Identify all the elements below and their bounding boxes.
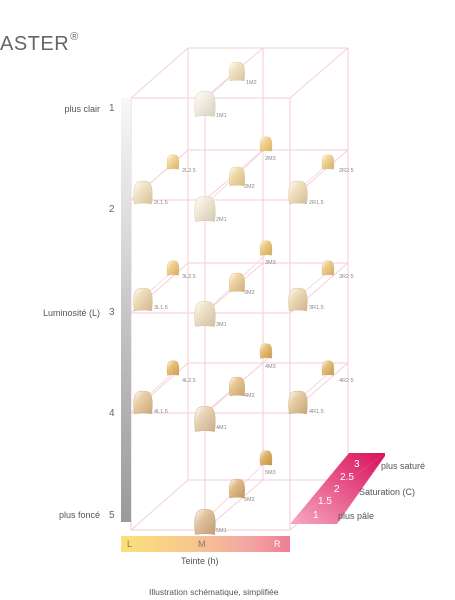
hue-scale-bar [121,536,290,552]
shade-code-label: 4L2.5 [182,378,196,384]
shade-code-label: 4M1 [216,425,227,431]
saturation-level-2-5: 2.5 [340,472,354,483]
tooth-shade-2l2-5 [166,154,180,170]
tooth-shade-5m1 [194,509,216,535]
shade-code-label: 2R1.5 [309,200,324,206]
saturation-level-3: 3 [354,459,360,470]
shade-code-label: 3M2 [244,290,255,296]
luminosity-bottom-label: plus foncé [58,510,100,520]
saturation-level-1-5: 1.5 [318,496,332,507]
tooth-shade-1m1 [194,91,216,117]
shade-code-label: 2L2.5 [182,168,196,174]
shade-code-label: 5M3 [265,470,276,476]
shade-code-label: 2M2 [244,184,255,190]
luminosity-top-label: plus clair [64,104,100,114]
luminosity-level-1: 1 [109,103,115,114]
tooth-shade-4m2 [229,376,245,397]
tooth-shade-3r2-5 [321,260,335,276]
tooth-shade-4m3 [259,343,273,359]
tooth-shade-3l1-5 [133,287,153,312]
shade-code-label: 2R2.5 [339,168,354,174]
luminosity-level-3: 3 [109,307,115,318]
tooth-shade-4m1 [194,406,216,432]
shade-code-label: 3R2.5 [339,274,354,280]
hue-tick-l: L [127,539,133,549]
tooth-shade-2m1 [194,196,216,222]
shade-code-label: 1M1 [216,113,227,119]
tooth-shade-1m2 [229,61,245,82]
tooth-shade-3m3 [259,240,273,256]
tooth-shade-5m3 [259,450,273,466]
shade-code-label: 4M3 [265,364,276,370]
hue-tick-m: M [198,539,206,549]
tooth-shade-3m1 [194,301,216,327]
shade-code-label: 2M1 [216,217,227,223]
luminosity-level-2: 2 [109,204,115,215]
saturation-bottom-label: plus pâle [338,511,375,521]
saturation-level-1: 1 [313,510,319,521]
tooth-shade-4r2-5 [321,360,335,376]
tooth-shade-3m2 [229,272,245,293]
tooth-shade-2l1-5 [133,180,153,205]
title-text: ASTER [0,33,70,55]
tooth-shade-3l2-5 [166,260,180,276]
shade-code-label: 5M1 [216,528,227,534]
tooth-shade-3r1-5 [288,287,308,312]
shade-code-label: 4M2 [244,393,255,399]
tooth-shade-5m2 [229,478,245,499]
shade-code-label: 4R2.5 [339,378,354,384]
tooth-shade-4l1-5 [133,390,153,415]
luminosity-level-4: 4 [109,408,115,419]
shade-code-label: 4R1.5 [309,409,324,415]
luminosity-axis-label: Luminosité (L) [42,308,100,318]
luminosity-scale-bar [121,98,131,522]
saturation-level-2: 2 [334,484,340,495]
footer-caption: Illustration schématique, simplifiée [149,587,279,597]
hue-tick-r: R [274,539,281,549]
shade-code-label: 5M2 [244,497,255,503]
shade-code-label: 3R1.5 [309,305,324,311]
tooth-shade-2r2-5 [321,154,335,170]
tooth-shade-4l2-5 [166,360,180,376]
shade-code-label: 3L1.5 [154,305,168,311]
shade-code-label: 4L1.5 [154,409,168,415]
hue-axis-label: Teinte (h) [181,556,219,566]
shade-code-label: 2L1.5 [154,200,168,206]
tooth-shade-4r1-5 [288,390,308,415]
tooth-shade-2r1-5 [288,180,308,205]
page-title: ASTER® [0,31,79,56]
shade-code-label: 3L2.5 [182,274,196,280]
shade-code-label: 3M1 [216,322,227,328]
saturation-scale-wedge [290,453,385,524]
luminosity-level-5: 5 [109,510,115,521]
shade-code-label: 3M3 [265,260,276,266]
tooth-shade-2m3 [259,136,273,152]
tooth-shade-2m2 [229,166,245,187]
shade-code-label: 1M2 [246,80,257,86]
saturation-top-label: plus saturé [381,461,426,471]
registered-mark: ® [70,31,79,43]
saturation-axis-label: Saturation (C) [359,487,416,497]
shade-code-label: 2M3 [265,156,276,162]
